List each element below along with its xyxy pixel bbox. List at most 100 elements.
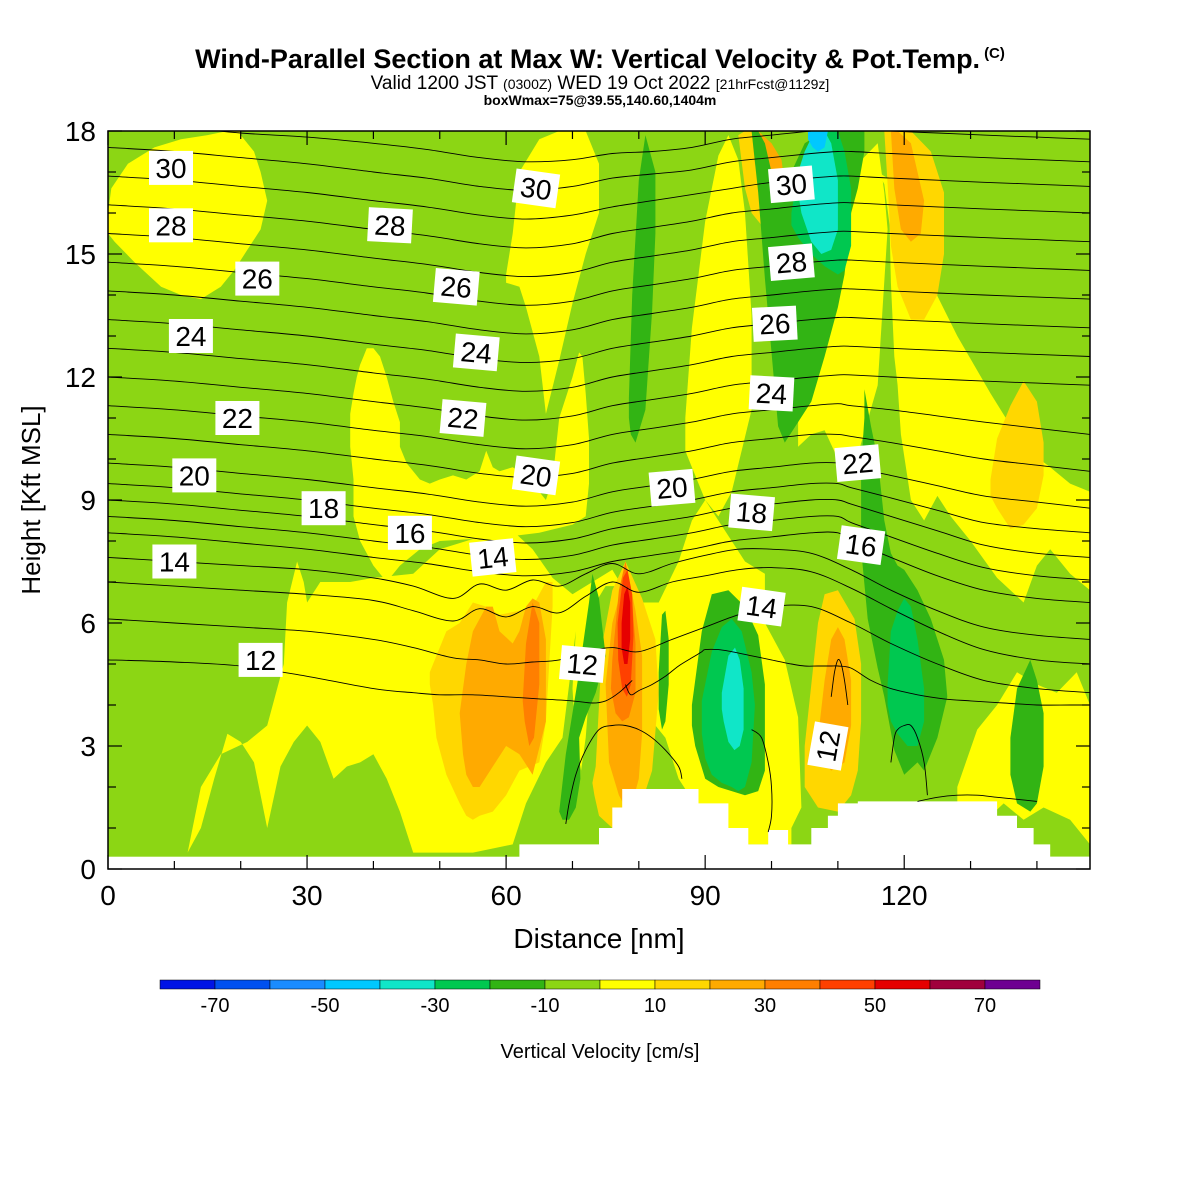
contour-label-text: 12: [810, 728, 846, 764]
chart-subtitle: Valid 1200 JST (0300Z) WED 19 Oct 2022 […: [0, 73, 1200, 95]
isentrope-line-22: [565, 724, 683, 824]
isentrope-line-21: [625, 648, 1090, 706]
colorbar-bin: [324, 979, 381, 990]
isentrope-line-24: [830, 659, 849, 706]
contour-label-text: 20: [655, 471, 689, 505]
contour-label-text: 14: [159, 547, 190, 578]
contour-label: 28: [367, 207, 413, 244]
zulu-time: (0300Z): [503, 76, 553, 92]
contour-label-box: [751, 305, 798, 342]
contour-label-text: 12: [245, 645, 276, 676]
contour-label: 20: [172, 458, 217, 493]
contour-label-box: [172, 458, 217, 493]
contour-label-box: [559, 645, 606, 683]
x-tick-label: 120: [881, 880, 928, 911]
contour-label-box: [367, 207, 413, 244]
isentrope-line-23: [751, 729, 773, 833]
contour-label: 28: [768, 243, 815, 282]
contour-label: 18: [301, 491, 346, 526]
colorbar-bin: [489, 979, 546, 990]
contour-label-text: 16: [843, 528, 878, 563]
contour-label: 22: [439, 399, 487, 437]
contour-label-box: [149, 208, 193, 243]
y-tick-label: 0: [80, 854, 96, 885]
x-axis: 0 30 60 90 120: [100, 131, 1038, 911]
contour-label: 24: [452, 333, 500, 372]
isentrope-line-1: [108, 146, 1090, 191]
colorbar-bin: [874, 979, 931, 990]
x-axis-label: Distance [nm]: [513, 923, 684, 954]
velocity-region-31: [887, 598, 925, 746]
velocity-region-18: [890, 131, 925, 242]
colorbar-bin: [269, 979, 326, 990]
velocity-region-28: [861, 389, 948, 775]
contour-label: 12: [559, 645, 606, 683]
contour-label: 12: [807, 721, 849, 771]
contour-label-box: [235, 261, 280, 296]
colorbar-bin: [654, 979, 711, 990]
velocity-region-35: [808, 131, 828, 152]
contour-label-text: 24: [755, 378, 788, 411]
velocity-region-22: [621, 586, 631, 664]
colorbar-bin: [434, 979, 491, 990]
contour-label-text: 14: [744, 590, 779, 625]
contour-label-text: 24: [459, 336, 493, 370]
contour-label-box: [748, 375, 795, 412]
isentrope-line-8: [108, 345, 1090, 392]
y-tick-label: 12: [65, 362, 96, 393]
contour-label: 30: [149, 150, 193, 185]
contour-label-text: 28: [775, 246, 809, 280]
contour-label: 24: [168, 319, 213, 353]
x-tick-label: 60: [491, 880, 522, 911]
contour-label-box: [836, 525, 886, 565]
isentrope-line-4: [108, 230, 1090, 278]
isentrope-line-19: [108, 604, 1090, 694]
chart-title-text: Wind-Parallel Section at Max W: Vertical…: [195, 44, 981, 74]
contour-label-text: 20: [518, 458, 553, 493]
velocity-region-19: [522, 602, 540, 746]
y-axis-label: Height [Kft MSL]: [16, 405, 46, 594]
colorbar-bin: [159, 979, 216, 990]
colorbar-bin: [819, 979, 876, 990]
valid-time: Valid 1200 JST: [370, 73, 498, 94]
contour-label-box: [168, 319, 213, 353]
y-tick-label: 15: [65, 239, 96, 270]
contour-label: 26: [751, 305, 798, 342]
contour-label-box: [728, 493, 775, 532]
contour-label-box: [152, 544, 197, 579]
isentrope-line-11: [108, 433, 1090, 478]
colorbar-tick-label: 70: [974, 995, 996, 1017]
isentrope-line-0: [213, 131, 1090, 163]
velocity-region-26: [628, 135, 656, 443]
contour-label-text: 22: [446, 402, 480, 436]
velocity-region-23: [559, 573, 606, 820]
contour-label-box: [439, 399, 487, 437]
contour-label: 30: [511, 168, 561, 209]
isentrope-line-26: [917, 794, 1037, 802]
chart-title: Wind-Parallel Section at Max W: Vertical…: [0, 44, 1200, 75]
contour-label: 14: [469, 538, 517, 577]
contour-label-text: 26: [242, 264, 273, 295]
contour-label-text: 14: [476, 541, 510, 575]
contour-label-box: [807, 721, 849, 771]
y-axis: 0 3 6 9 12 15 18: [65, 116, 1090, 885]
contour-label-box: [387, 515, 432, 550]
colorbar-tick-label: 50: [864, 995, 886, 1017]
velocity-region-11: [990, 381, 1044, 529]
contour-label-box: [511, 455, 561, 496]
y-tick-label: 18: [65, 116, 96, 147]
contour-label-box: [768, 243, 815, 282]
colorbar-tick-label: 10: [644, 995, 666, 1017]
velocity-region-33: [721, 647, 744, 751]
contour-label-box: [648, 468, 696, 507]
contour-label-box: [452, 333, 500, 372]
contour-label: 12: [238, 642, 283, 677]
velocity-region-5: [798, 143, 888, 460]
isentrope-line-9: [108, 374, 1090, 421]
contour-label-text: 18: [308, 493, 339, 524]
isentrope-line-16: [108, 531, 1090, 603]
colorbar-bin: [379, 979, 436, 990]
contour-label: 22: [834, 444, 882, 482]
x-tick-label: 30: [291, 880, 322, 911]
velocity-region-24: [658, 610, 669, 730]
